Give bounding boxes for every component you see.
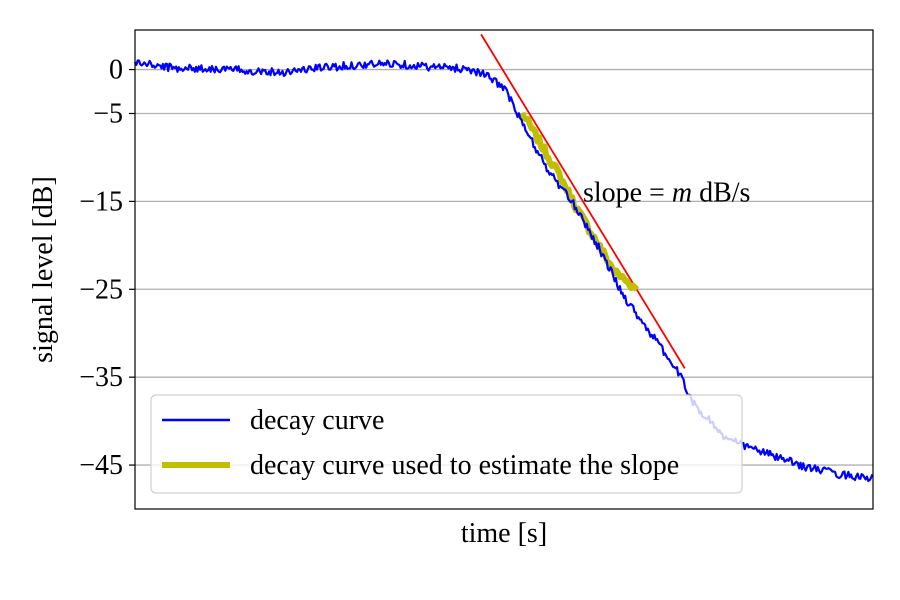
series-line-fit-region: [519, 111, 640, 292]
slope-annotation: slope = m dB/s: [583, 178, 751, 209]
y-tick-label: −25: [79, 274, 123, 305]
y-axis-label: signal level [dB]: [28, 176, 59, 363]
annotation-variable: m: [672, 178, 692, 209]
legend-label-fit-region: decay curve used to estimate the slope: [250, 450, 679, 481]
y-tick-label: −15: [79, 186, 123, 217]
annotation-suffix: dB/s: [692, 178, 750, 209]
x-axis-label: time [s]: [461, 518, 547, 549]
series-line-decay-curve: [134, 59, 874, 482]
y-tick-label: −5: [93, 98, 123, 129]
slope-fit-layer: [480, 33, 686, 369]
annotation-prefix: slope =: [583, 178, 672, 209]
slope-fit-line: [480, 33, 686, 369]
legend-box: [150, 394, 743, 494]
y-axis-ticks: 0 −5 −15 −25 −35 −45: [79, 55, 135, 481]
legend: decay curve decay curve used to estimate…: [150, 394, 743, 494]
y-tick-label: −45: [79, 450, 123, 481]
y-tick-label: −35: [79, 362, 123, 393]
legend-label-decay-curve: decay curve: [250, 405, 384, 436]
series-layer: [134, 59, 874, 482]
y-tick-label: 0: [109, 55, 123, 86]
plot-frame: [134, 29, 874, 510]
